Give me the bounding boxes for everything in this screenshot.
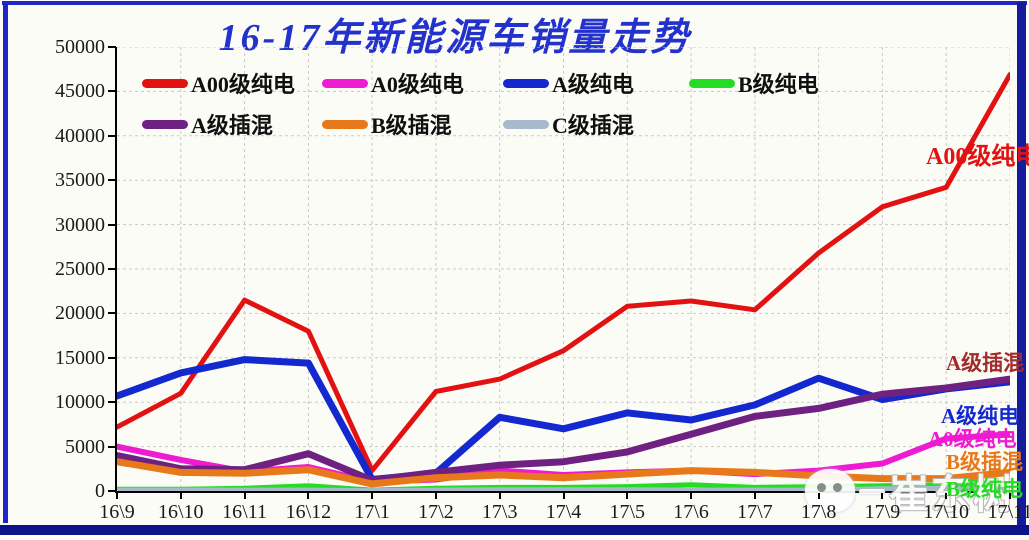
x-axis-tick [817, 493, 820, 499]
chat-bubble-icon [805, 469, 855, 521]
x-axis-label: 17\7 [737, 501, 773, 523]
legend-item-b-bev: B级纯电 [689, 70, 889, 97]
frame-right-border [1017, 2, 1026, 535]
x-axis-label: 16\9 [99, 501, 135, 523]
x-axis-tick [307, 493, 310, 499]
chart-legend: A00级纯电 A0级纯电 A级纯电 B级纯电 A级插混 B级插混 C级插混 [142, 70, 889, 138]
frame-top-border [2, 1, 1027, 5]
legend-item-b-phev: B级插混 [322, 111, 503, 138]
y-axis-label: 5000 [65, 435, 105, 458]
legend-swatch-icon [142, 78, 188, 88]
x-axis-tick [243, 493, 246, 499]
x-axis-label: 16\11 [222, 501, 267, 523]
x-axis-tick [626, 493, 629, 499]
legend-swatch-icon [503, 119, 549, 129]
x-axis-label: 17\4 [545, 501, 582, 523]
plot-area [115, 47, 1010, 493]
frame-left-border [3, 1, 8, 523]
x-axis-tick [434, 493, 437, 499]
y-axis-tick [108, 268, 116, 270]
legend-label: C级插混 [552, 113, 634, 138]
series-line-a-bev [117, 356, 1010, 483]
x-axis-label: 17\11 [987, 501, 1029, 523]
x-axis-tick [945, 493, 948, 499]
x-axis-label: 16\10 [158, 501, 204, 523]
x-axis-tick [753, 493, 756, 499]
y-axis-label: 20000 [55, 302, 105, 325]
series-label-a-bev: A级纯电 [941, 404, 1020, 428]
x-axis-tick [690, 493, 693, 499]
x-axis-tick [498, 493, 501, 499]
y-axis-tick [108, 490, 116, 492]
legend-item-a-bev: A级纯电 [503, 70, 689, 97]
y-axis-label: 0 [95, 480, 105, 502]
legend-label: A0级纯电 [371, 72, 464, 97]
legend-label: A级纯电 [552, 72, 634, 97]
y-axis-tick [108, 90, 116, 93]
legend-label: A00级纯电 [191, 72, 295, 97]
legend-label: B级插混 [371, 113, 452, 138]
legend-item-a-phev: A级插混 [142, 111, 322, 138]
series-label-a0-bev: A0级纯电 [928, 427, 1017, 451]
series-label-a-phev: A级插混 [946, 351, 1025, 375]
legend-swatch-icon [322, 78, 368, 88]
chart-canvas [117, 47, 1010, 491]
y-axis-label: 50000 [55, 36, 105, 58]
y-axis-tick [108, 356, 116, 359]
x-axis-tick [116, 493, 118, 499]
x-axis-tick [371, 493, 374, 499]
legend-swatch-icon [689, 78, 735, 88]
x-axis-tick [562, 493, 565, 499]
series-line-a-phev [117, 375, 1010, 484]
legend-swatch-icon [322, 119, 368, 129]
series-label-b-bev: B级纯电 [946, 477, 1024, 501]
legend-label: B级纯电 [738, 72, 819, 97]
frame-bottom-border [0, 525, 1029, 535]
x-axis-label: 17\5 [609, 501, 646, 523]
y-axis-label: 35000 [55, 169, 105, 192]
series-line-b-phev [117, 458, 1010, 488]
y-axis-label: 25000 [55, 258, 105, 280]
y-axis-label: 40000 [55, 124, 105, 147]
x-axis-tick [179, 493, 182, 499]
y-axis-tick [108, 445, 116, 448]
y-axis-tick [108, 401, 116, 404]
x-axis-tick [1009, 493, 1011, 499]
y-axis-tick [108, 223, 116, 226]
watermark: 崔东树 [805, 462, 1015, 521]
legend-item-a00-bev: A00级纯电 [142, 70, 322, 97]
y-axis-tick [108, 134, 116, 137]
y-axis-label: 30000 [55, 213, 105, 236]
y-axis-label: 45000 [55, 80, 105, 103]
watermark-dash [859, 488, 885, 494]
y-axis-tick [108, 179, 116, 182]
y-axis-tick [108, 312, 116, 315]
chart-title: 16-17年新能源车销量走势 [218, 17, 692, 59]
x-axis-label: 17\10 [923, 501, 969, 523]
x-axis-label: 17\2 [418, 501, 454, 523]
y-axis-label: 10000 [55, 391, 105, 414]
legend-swatch-icon [142, 119, 188, 129]
x-axis-label: 16\12 [285, 501, 332, 523]
legend-item-c-phev: C级插混 [503, 111, 689, 138]
series-label-a00-bev: A00级纯电 [926, 144, 1029, 170]
x-axis-label: 17\9 [864, 501, 901, 523]
y-axis-tick [108, 46, 116, 48]
series-label-b-phev: B级插混 [946, 450, 1024, 474]
x-axis-label: 17\8 [800, 501, 837, 523]
x-axis-label: 17\3 [481, 501, 518, 523]
y-axis-label: 15000 [55, 346, 105, 369]
legend-item-a0-bev: A0级纯电 [322, 70, 503, 97]
legend-label: A级插混 [191, 113, 273, 138]
x-axis-tick [881, 493, 884, 499]
x-axis-label: 17\6 [673, 501, 709, 523]
series-line-a00-bev [117, 72, 1010, 474]
legend-swatch-icon [503, 78, 549, 88]
watermark-text: 崔东树 [889, 472, 1015, 517]
x-axis-label: 17\1 [354, 501, 390, 523]
